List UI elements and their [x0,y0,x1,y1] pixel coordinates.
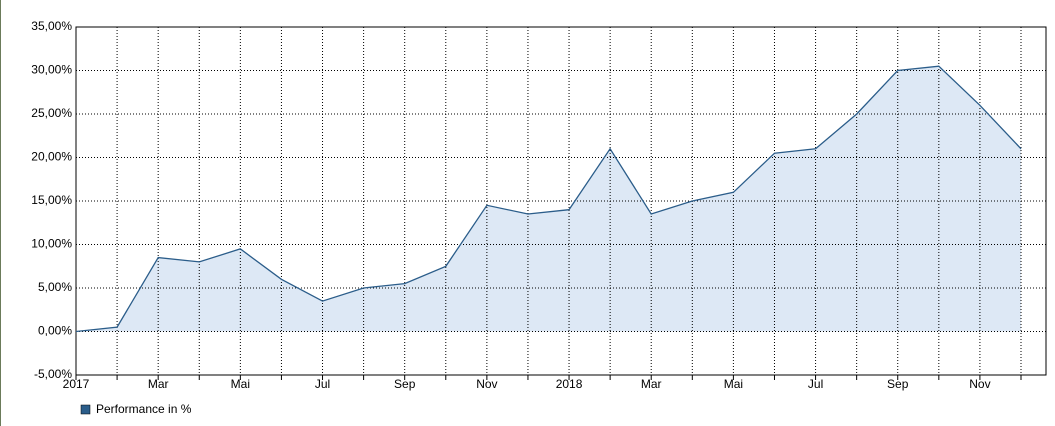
y-tick-label: 10,00% [31,237,72,251]
line [75,65,1022,333]
x-tick-label: Sep [887,377,909,391]
y-tick-label: 5,00% [38,280,72,294]
area [76,66,1021,332]
x-tick-label: Sep [394,377,416,391]
y-tick-label: -5,00% [34,367,72,381]
plot-frame [75,26,1047,376]
y-tick-label: 15,00% [31,193,72,207]
y-tick-label: 30,00% [31,63,72,77]
x-tick-label: Mar [641,377,662,391]
x-tick-label: Jul [315,377,330,391]
legend-swatch [80,404,91,415]
y-tick-label: 0,00% [38,324,72,338]
x-tick-label: Nov [969,377,990,391]
y-tick-label: 35,00% [31,19,72,33]
y-tick-label: 20,00% [31,150,72,164]
x-tick-label: Mai [231,377,250,391]
x-tick-label: 2017 [63,377,90,391]
legend-label: Performance in % [96,402,192,416]
x-tick-label: Jul [808,377,823,391]
x-tick-label: Mai [724,377,743,391]
x-tick-label: Mar [148,377,169,391]
x-tick-label: Nov [476,377,497,391]
x-tick-label: 2018 [556,377,583,391]
y-tick-label: 25,00% [31,106,72,120]
